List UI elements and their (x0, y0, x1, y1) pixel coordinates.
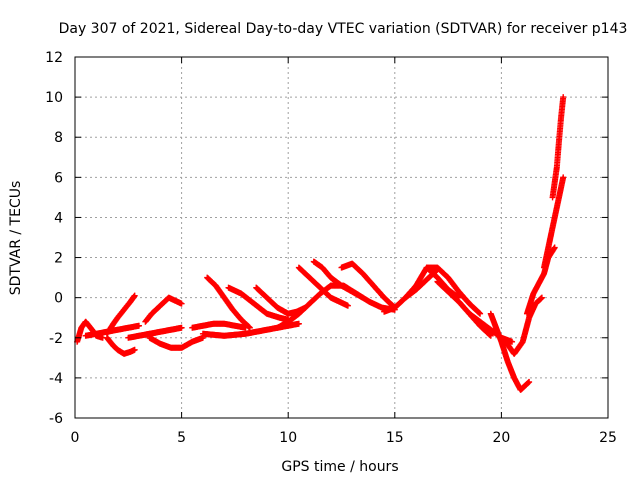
data-point-marker (178, 324, 185, 331)
data-point-marker (246, 324, 253, 331)
y-axis-label: SDTVAR / TECUs (8, 181, 24, 296)
x-axis-label: GPS time / hours (281, 459, 398, 475)
data-point-marker (131, 346, 138, 353)
data-points (74, 94, 567, 393)
y-tick-label: -2 (49, 331, 63, 347)
data-point-marker (560, 94, 567, 101)
series-arc14 (295, 264, 351, 309)
data-point-marker (538, 294, 545, 301)
data-point-marker (560, 174, 567, 181)
series-arc20 (423, 264, 484, 317)
data-point-marker (295, 320, 302, 327)
data-point-marker (526, 378, 533, 385)
grid-lines (75, 57, 608, 418)
x-tick-label: 25 (599, 430, 617, 446)
data-point-marker (509, 338, 516, 345)
series-arc27 (549, 94, 567, 201)
chart-title: Day 307 of 2021, Sidereal Day-to-day VTE… (59, 21, 628, 37)
data-point-marker (551, 244, 558, 251)
x-tick-label: 0 (71, 430, 80, 446)
series-arc8 (189, 320, 249, 331)
y-tick-label: 0 (54, 291, 63, 307)
y-tick-label: 2 (54, 251, 63, 267)
series-arc7 (146, 334, 206, 351)
y-tick-label: 10 (45, 90, 63, 106)
x-tick-label: 15 (386, 430, 404, 446)
data-point-marker (135, 322, 142, 329)
y-tick-label: 12 (45, 50, 63, 66)
series-arc5 (125, 324, 185, 341)
x-tick-label: 20 (492, 430, 510, 446)
axis-ticks: 0 5 10 15 20 25 -6 -4 -2 0 2 4 6 8 10 12 (45, 50, 617, 446)
series-arc3 (103, 292, 138, 337)
data-point-marker (344, 302, 351, 309)
y-tick-label: 4 (54, 210, 63, 226)
series-arc11 (225, 284, 292, 323)
x-tick-label: 5 (177, 430, 186, 446)
data-point-marker (477, 310, 484, 317)
series-arc6 (142, 294, 185, 325)
y-tick-label: 6 (54, 170, 63, 186)
series-arc9 (204, 274, 253, 331)
y-tick-label: -4 (49, 371, 63, 387)
series-arc4 (103, 334, 138, 357)
x-tick-label: 10 (279, 430, 297, 446)
y-tick-label: -6 (49, 411, 63, 427)
data-point-marker (487, 332, 494, 339)
series-arc26 (541, 174, 567, 271)
y-tick-label: 8 (54, 130, 63, 146)
plot-border (74, 56, 609, 419)
series-arc23 (487, 310, 533, 393)
data-point-marker (178, 300, 185, 307)
data-point-marker (131, 292, 138, 299)
